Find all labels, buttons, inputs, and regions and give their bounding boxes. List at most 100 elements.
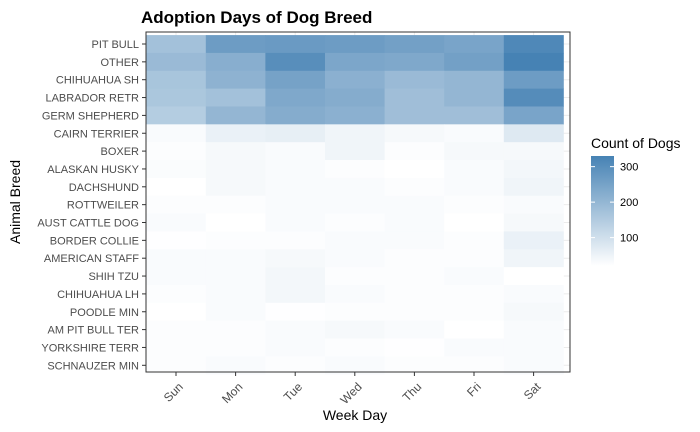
heatmap-cell <box>444 160 505 179</box>
heatmap-cell <box>384 70 445 90</box>
legend-tick-label: 100 <box>620 233 638 245</box>
heatmap-cell <box>325 177 385 197</box>
y-tick-label: SCHNAUZER MIN <box>47 360 139 372</box>
heatmap-cell <box>205 177 266 197</box>
y-tick-label: CHIHUAHUA SH <box>56 75 139 87</box>
heatmap-cell <box>146 160 207 179</box>
x-tick-label: Wed <box>337 380 364 407</box>
heatmap-cell <box>265 35 326 54</box>
y-axis-title: Animal Breed <box>7 160 23 244</box>
heatmap-cell <box>146 142 207 161</box>
x-tick-label: Sun <box>161 380 186 405</box>
heatmap-cell <box>325 106 385 125</box>
heatmap-cell <box>146 124 207 143</box>
legend-title: Count of Dogs <box>591 135 681 151</box>
heatmap-cell <box>265 284 326 304</box>
heatmap-cell <box>444 52 505 72</box>
heatmap-cell <box>205 124 266 143</box>
heatmap-cell <box>503 142 564 161</box>
heatmap-cell <box>384 52 445 72</box>
heatmap-cell <box>205 249 266 268</box>
heatmap-cell <box>325 249 385 268</box>
heatmap-cell <box>384 142 445 161</box>
y-tick-label: POODLE MIN <box>70 307 139 319</box>
heatmap-cell <box>146 338 207 357</box>
y-tick-label: YORKSHIRE TERR <box>41 342 139 354</box>
x-tick-label: Sat <box>521 379 544 402</box>
heatmap-cell <box>384 338 445 357</box>
heatmap-cell <box>146 106 207 125</box>
heatmap-cell <box>444 302 505 322</box>
heatmap-cell <box>384 213 445 232</box>
heatmap-cell <box>205 88 266 107</box>
heatmap-cell <box>205 70 266 90</box>
heatmap-cell <box>205 284 266 304</box>
heatmap-cell <box>325 160 385 179</box>
y-tick-label: PIT BULL <box>92 39 140 51</box>
heatmap-cell <box>503 106 564 125</box>
heatmap-cell <box>205 142 266 161</box>
heatmap-cell <box>384 177 445 197</box>
heatmap-cell <box>265 160 326 179</box>
heatmap-cell <box>265 177 326 197</box>
x-tick-label: Fri <box>464 380 484 400</box>
heatmap-cell <box>384 124 445 143</box>
x-tick-label: Mon <box>219 380 245 406</box>
heatmap-cell <box>205 302 266 322</box>
y-tick-label: ALASKAN HUSKY <box>47 164 139 176</box>
plot-border <box>145 31 571 373</box>
heatmap-cell <box>265 106 326 125</box>
heatmap-cell <box>444 356 505 375</box>
heatmap-cell <box>325 88 385 107</box>
heatmap-cell <box>325 124 385 143</box>
heatmap-cell <box>146 284 207 304</box>
heatmap-cell <box>444 320 505 339</box>
heatmap-cell <box>503 284 564 304</box>
y-tick-label: CAIRN TERRIER <box>54 128 139 140</box>
y-tick-label: CHIHUAHUA LH <box>57 289 139 301</box>
heatmap-cell <box>503 160 564 179</box>
heatmap-cell <box>444 124 505 143</box>
heatmap-cell <box>265 124 326 143</box>
heatmap-cell <box>444 177 505 197</box>
heatmap-cell <box>205 213 266 232</box>
heatmap-cell <box>325 52 385 72</box>
heatmap-cell <box>444 213 505 232</box>
heatmap-cell <box>146 249 207 268</box>
heatmap-cell <box>265 320 326 339</box>
y-tick-label: DACHSHUND <box>69 182 139 194</box>
x-axis: Sun Mon Tue Wed Thu Fri Sat <box>161 372 544 407</box>
heatmap-cell <box>265 338 326 357</box>
heatmap-cell <box>146 267 207 286</box>
legend-ticks: 100 200 300 <box>591 162 638 245</box>
legend-tick-label: 200 <box>620 197 638 209</box>
heatmap-cell <box>503 88 564 107</box>
heatmap-cell <box>205 320 266 339</box>
heatmap-cell <box>325 195 385 214</box>
heatmap-cell <box>503 249 564 268</box>
heatmap-cell <box>146 231 207 250</box>
heatmap-cell <box>444 88 505 107</box>
heatmap-cell <box>444 195 505 214</box>
legend-tick-label: 300 <box>620 162 638 174</box>
x-axis-title: Week Day <box>323 407 387 423</box>
y-tick-label: BOXER <box>100 146 139 158</box>
y-tick-label: ROTTWEILER <box>67 200 139 212</box>
heatmap-cell <box>503 356 564 375</box>
heatmap-cell <box>265 195 326 214</box>
heatmap-cell <box>503 195 564 214</box>
heatmap-cell <box>384 35 445 54</box>
heatmap-cell <box>325 356 385 375</box>
heatmap-cell <box>384 249 445 268</box>
heatmap-cell <box>205 231 266 250</box>
heatmap-cell <box>444 106 505 125</box>
heatmap-cell <box>503 302 564 322</box>
heatmap-cell <box>503 338 564 357</box>
heatmap-cell <box>205 356 266 375</box>
heatmap-cell <box>384 267 445 286</box>
heatmap-cell <box>503 52 564 72</box>
heatmap-cell <box>325 213 385 232</box>
heatmap-cell <box>384 195 445 214</box>
heatmap-cell <box>146 302 207 322</box>
